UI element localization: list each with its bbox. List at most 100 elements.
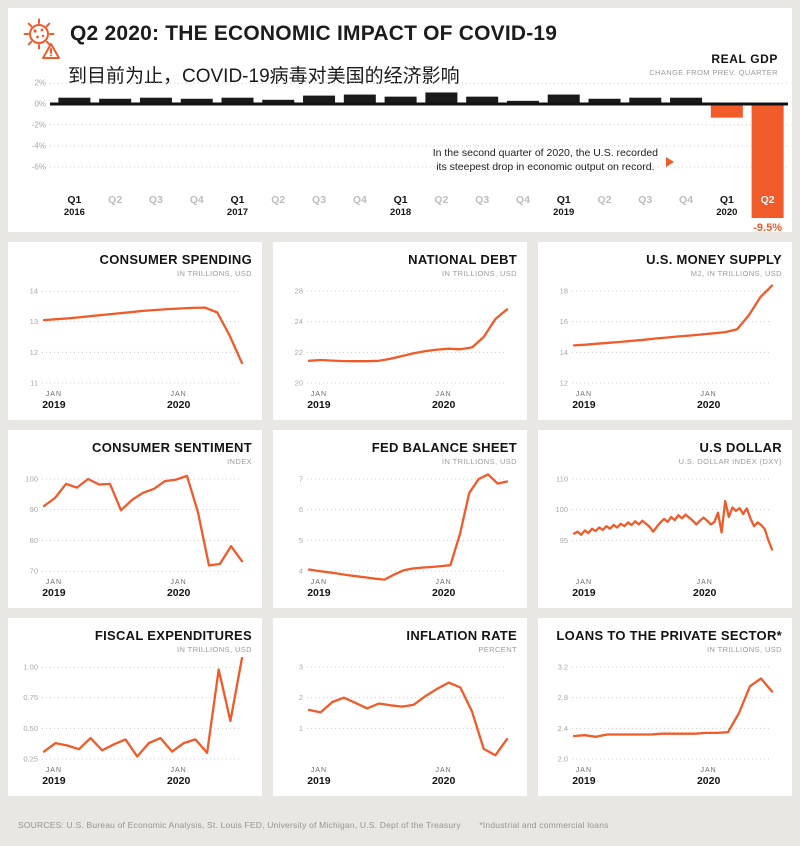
svg-text:6: 6 — [299, 505, 303, 514]
small-charts-grid: CONSUMER SPENDING IN TRILLIONS, USD 14 13… — [8, 242, 792, 796]
svg-text:16: 16 — [560, 317, 568, 326]
svg-text:JAN: JAN — [171, 579, 187, 586]
svg-text:JAN: JAN — [311, 391, 327, 398]
svg-text:2019: 2019 — [42, 399, 66, 411]
svg-text:Q1: Q1 — [557, 194, 571, 206]
svg-text:JAN: JAN — [701, 391, 717, 398]
svg-text:2%: 2% — [34, 79, 46, 88]
svg-text:0.75: 0.75 — [23, 693, 38, 702]
chart-title: FISCAL EXPENDITURES — [94, 628, 252, 643]
svg-text:2018: 2018 — [390, 207, 411, 218]
chart-card-consumer-spending: CONSUMER SPENDING IN TRILLIONS, USD 14 13… — [8, 242, 262, 420]
svg-text:JAN: JAN — [436, 767, 452, 774]
header: Q2 2020: THE ECONOMIC IMPACT OF COVID-19 — [8, 8, 792, 60]
svg-text:Q1: Q1 — [720, 194, 734, 206]
svg-text:JAN: JAN — [576, 391, 592, 398]
footer-note: *Industrial and commercial loans — [479, 820, 609, 830]
chart-subtitle: IN TRILLIONS, USD — [176, 269, 252, 278]
svg-text:100: 100 — [555, 505, 568, 514]
svg-text:Q1: Q1 — [67, 194, 81, 206]
svg-text:Q3: Q3 — [475, 194, 489, 206]
chart-card-us-dollar: U.S DOLLAR U.S. DOLLAR INDEX (DXY) 110 10… — [538, 430, 792, 608]
svg-text:1.00: 1.00 — [23, 663, 38, 672]
svg-text:-2%: -2% — [32, 121, 46, 130]
chart-subtitle: IN TRILLIONS, USD — [706, 645, 782, 654]
svg-text:4: 4 — [299, 567, 303, 576]
svg-text:20: 20 — [295, 379, 303, 388]
svg-text:JAN: JAN — [701, 767, 717, 774]
svg-text:2020: 2020 — [432, 775, 456, 787]
svg-text:3: 3 — [299, 663, 303, 672]
svg-text:2020: 2020 — [167, 775, 191, 787]
svg-text:Q2: Q2 — [271, 194, 285, 206]
chart-subtitle: INDEX — [227, 457, 252, 466]
chart-subtitle: U.S. DOLLAR INDEX (DXY) — [678, 457, 782, 466]
svg-text:-4%: -4% — [32, 142, 46, 151]
chart-title: INFLATION RATE — [406, 628, 517, 643]
svg-text:JAN: JAN — [46, 579, 62, 586]
gdp-annotation: In the second quarter of 2020, the U.S. … — [433, 146, 658, 174]
virus-warning-icon — [23, 18, 60, 59]
chart-subtitle: IN TRILLIONS, USD — [441, 269, 517, 278]
svg-text:2020: 2020 — [716, 207, 737, 218]
svg-text:Q3: Q3 — [149, 194, 163, 206]
svg-text:JAN: JAN — [576, 579, 592, 586]
chart-card-national-debt: NATIONAL DEBT IN TRILLIONS, USD 28 24 22 20… — [273, 242, 527, 420]
svg-text:Q2: Q2 — [108, 194, 122, 206]
svg-text:-6%: -6% — [32, 163, 46, 172]
gdp-annotation-line2: its steepest drop in economic output on … — [436, 161, 655, 173]
svg-text:JAN: JAN — [171, 391, 187, 398]
chart-card-fed-balance-sheet: FED BALANCE SHEET IN TRILLIONS, USD 7 6 5 4… — [273, 430, 527, 608]
svg-text:18: 18 — [560, 287, 568, 296]
svg-text:Q3: Q3 — [312, 194, 326, 206]
gdp-chart-area: 2% 0% -2% -4% -6% Q1 2016 Q2 Q3 Q4 Q1 2017 Q2 Q3 Q4 Q1 2… — [8, 60, 792, 234]
svg-text:80: 80 — [30, 536, 38, 545]
gdp-chart-header: REAL GDP CHANGE FROM PREV. QUARTER — [649, 52, 778, 77]
gdp-chart-subtitle: CHANGE FROM PREV. QUARTER — [649, 68, 778, 77]
svg-text:Q2: Q2 — [434, 194, 448, 206]
svg-text:12: 12 — [560, 379, 568, 388]
svg-text:2019: 2019 — [307, 399, 331, 411]
svg-text:2020: 2020 — [432, 399, 456, 411]
svg-text:2.4: 2.4 — [558, 724, 568, 733]
chart-subtitle: IN TRILLIONS, USD — [441, 457, 517, 466]
svg-text:Q4: Q4 — [353, 194, 367, 206]
chart-card-loans-private-sector: LOANS TO THE PRIVATE SECTOR* IN TRILLION… — [538, 618, 792, 796]
footer-sources: SOURCES: U.S. Bureau of Economic Analysi… — [18, 820, 461, 830]
svg-text:JAN: JAN — [46, 391, 62, 398]
svg-text:95: 95 — [560, 536, 568, 545]
svg-text:22: 22 — [295, 348, 303, 357]
svg-text:2019: 2019 — [572, 775, 596, 787]
svg-text:28: 28 — [295, 287, 303, 296]
svg-text:14: 14 — [30, 287, 38, 296]
right-arrow-icon — [666, 157, 674, 167]
svg-text:2020: 2020 — [697, 399, 721, 411]
svg-text:2016: 2016 — [64, 207, 85, 218]
svg-text:3.2: 3.2 — [558, 663, 568, 672]
svg-text:1: 1 — [299, 724, 303, 733]
svg-text:2020: 2020 — [167, 399, 191, 411]
svg-text:2019: 2019 — [307, 775, 331, 787]
svg-text:13: 13 — [30, 317, 38, 326]
svg-text:12: 12 — [30, 348, 38, 357]
svg-text:2020: 2020 — [167, 587, 191, 599]
svg-text:-9.5%: -9.5% — [753, 222, 782, 234]
svg-text:11: 11 — [30, 379, 38, 388]
svg-text:2019: 2019 — [572, 587, 596, 599]
svg-text:5: 5 — [299, 536, 303, 545]
svg-text:2019: 2019 — [553, 207, 574, 218]
svg-text:JAN: JAN — [436, 579, 452, 586]
svg-text:Q2: Q2 — [761, 194, 775, 206]
svg-text:24: 24 — [295, 317, 303, 326]
svg-text:JAN: JAN — [436, 391, 452, 398]
chart-subtitle: PERCENT — [478, 645, 517, 654]
svg-text:JAN: JAN — [576, 767, 592, 774]
